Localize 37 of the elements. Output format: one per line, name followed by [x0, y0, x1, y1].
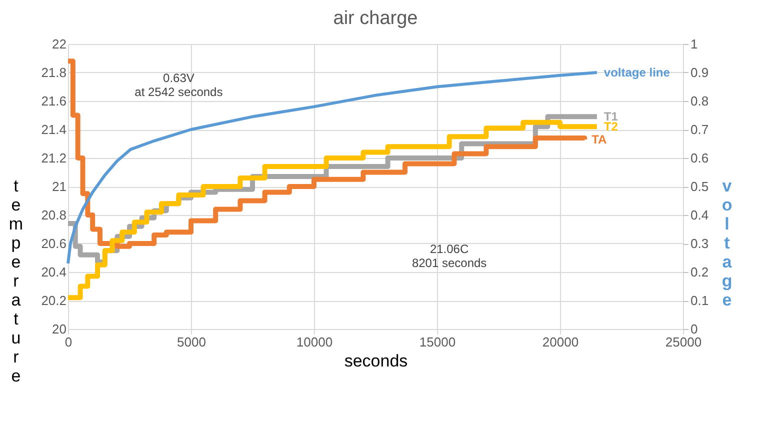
series-label: voltage line: [604, 66, 670, 80]
y-tick-label: 21.6: [41, 94, 66, 108]
x-tick-label: 0: [64, 334, 72, 350]
y-tick-label: 20.8: [41, 208, 66, 222]
x-tick-label: 5000: [177, 334, 206, 350]
series-label: TA: [592, 132, 608, 146]
y2-tick-label: 0.4: [690, 208, 709, 222]
x-axis-title: seconds: [344, 352, 408, 370]
y-tick-label: 20: [52, 322, 66, 336]
y-tick-label: 21: [52, 179, 66, 194]
y-tick-label: 22: [52, 36, 66, 52]
text: temperature: [8, 176, 24, 386]
y2-tick-label: 0.8: [690, 94, 709, 108]
annotation: 0.63V at 2542 seconds: [134, 71, 223, 100]
x-tick-label: 15000: [419, 334, 456, 350]
y2-tick-label: 0.9: [690, 65, 709, 80]
annotation: 21.06C 8201 seconds: [412, 242, 487, 270]
x-tick-label: 20000: [542, 334, 579, 350]
chart-title: air charge: [333, 8, 418, 29]
x-tick-label: 10000: [296, 334, 333, 350]
y-tick-label: 20.4: [41, 264, 66, 280]
y2-tick-label: 0: [690, 322, 698, 336]
y2-tick-label: 0.5: [690, 179, 709, 194]
y-tick-label: 21.8: [41, 65, 66, 80]
y2-axis-title: voltage: [722, 176, 732, 310]
y2-tick-label: 0.3: [690, 236, 709, 251]
y-tick-label: 21.2: [41, 150, 66, 166]
y2-tick-label: 1: [690, 36, 698, 52]
y2-tick-label: 0.2: [690, 264, 709, 280]
series-label: T2: [604, 120, 618, 134]
y2-tick-label: 0.1: [690, 293, 709, 308]
y2-tick-label: 0.6: [690, 150, 709, 166]
y2-tick-label: 0.7: [690, 122, 709, 137]
y-tick-label: 20.2: [41, 293, 66, 308]
y-tick-label: 21.4: [41, 122, 66, 137]
x-tick-label: 25000: [665, 334, 702, 350]
y-tick-label: 20.6: [41, 236, 66, 251]
